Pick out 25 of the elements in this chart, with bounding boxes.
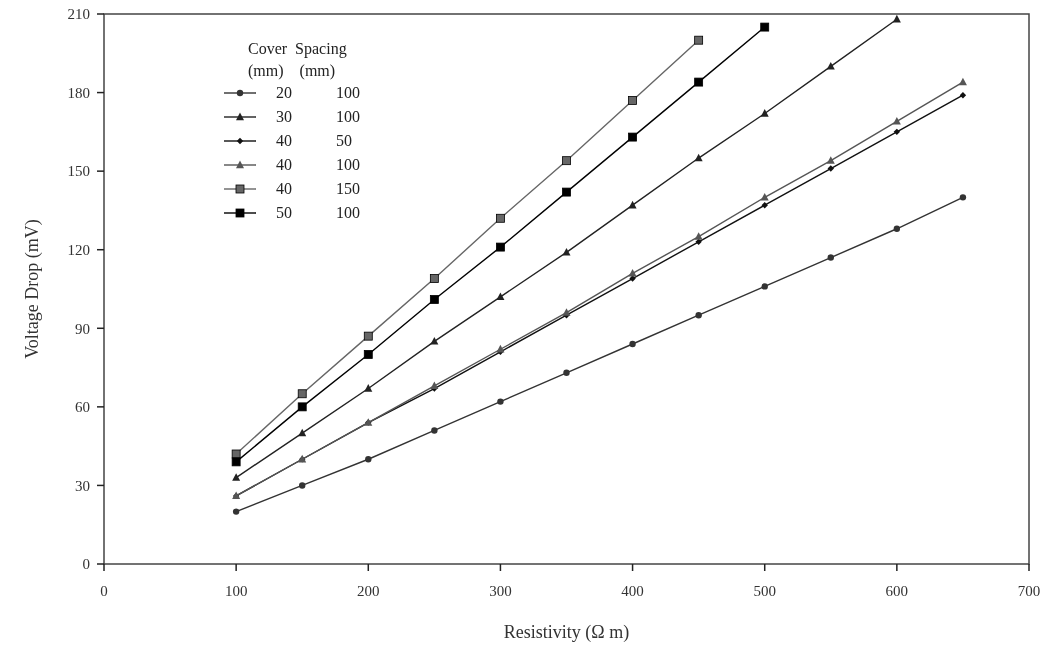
y-tick-label: 90: [75, 320, 90, 337]
x-tick-label: 500: [753, 583, 776, 599]
x-tick-label: 400: [621, 583, 644, 599]
y-tick-label: 150: [67, 163, 90, 180]
y-tick-label: 60: [75, 399, 90, 416]
x-tick-label: 100: [224, 583, 248, 599]
x-tick-label: 0: [100, 583, 108, 599]
y-tick-label: 30: [75, 477, 90, 494]
x-tick-label: 600: [885, 583, 909, 599]
legend-label: 40 150: [276, 180, 360, 197]
legend-label: 20 100: [276, 84, 360, 101]
x-axis-title: Resistivity (Ω m): [503, 622, 630, 643]
legend-label: 50 100: [276, 204, 360, 221]
x-tick-label: 200: [357, 583, 380, 599]
y-tick-label: 180: [67, 84, 90, 101]
y-tick-label: 120: [67, 241, 90, 258]
y-tick-label: 210: [67, 6, 90, 23]
x-tick-label: 700: [1017, 583, 1041, 599]
legend-label: 40 100: [276, 156, 360, 173]
legend-label: 30 100: [276, 108, 360, 125]
legend-title: Cover Spacing (mm) (mm): [248, 40, 347, 80]
x-tick-label: 300: [489, 583, 512, 599]
y-axis-title: Voltage Drop (mV): [22, 219, 43, 359]
legend-label: 40 50: [276, 132, 352, 149]
y-tick-label: 0: [82, 556, 90, 573]
